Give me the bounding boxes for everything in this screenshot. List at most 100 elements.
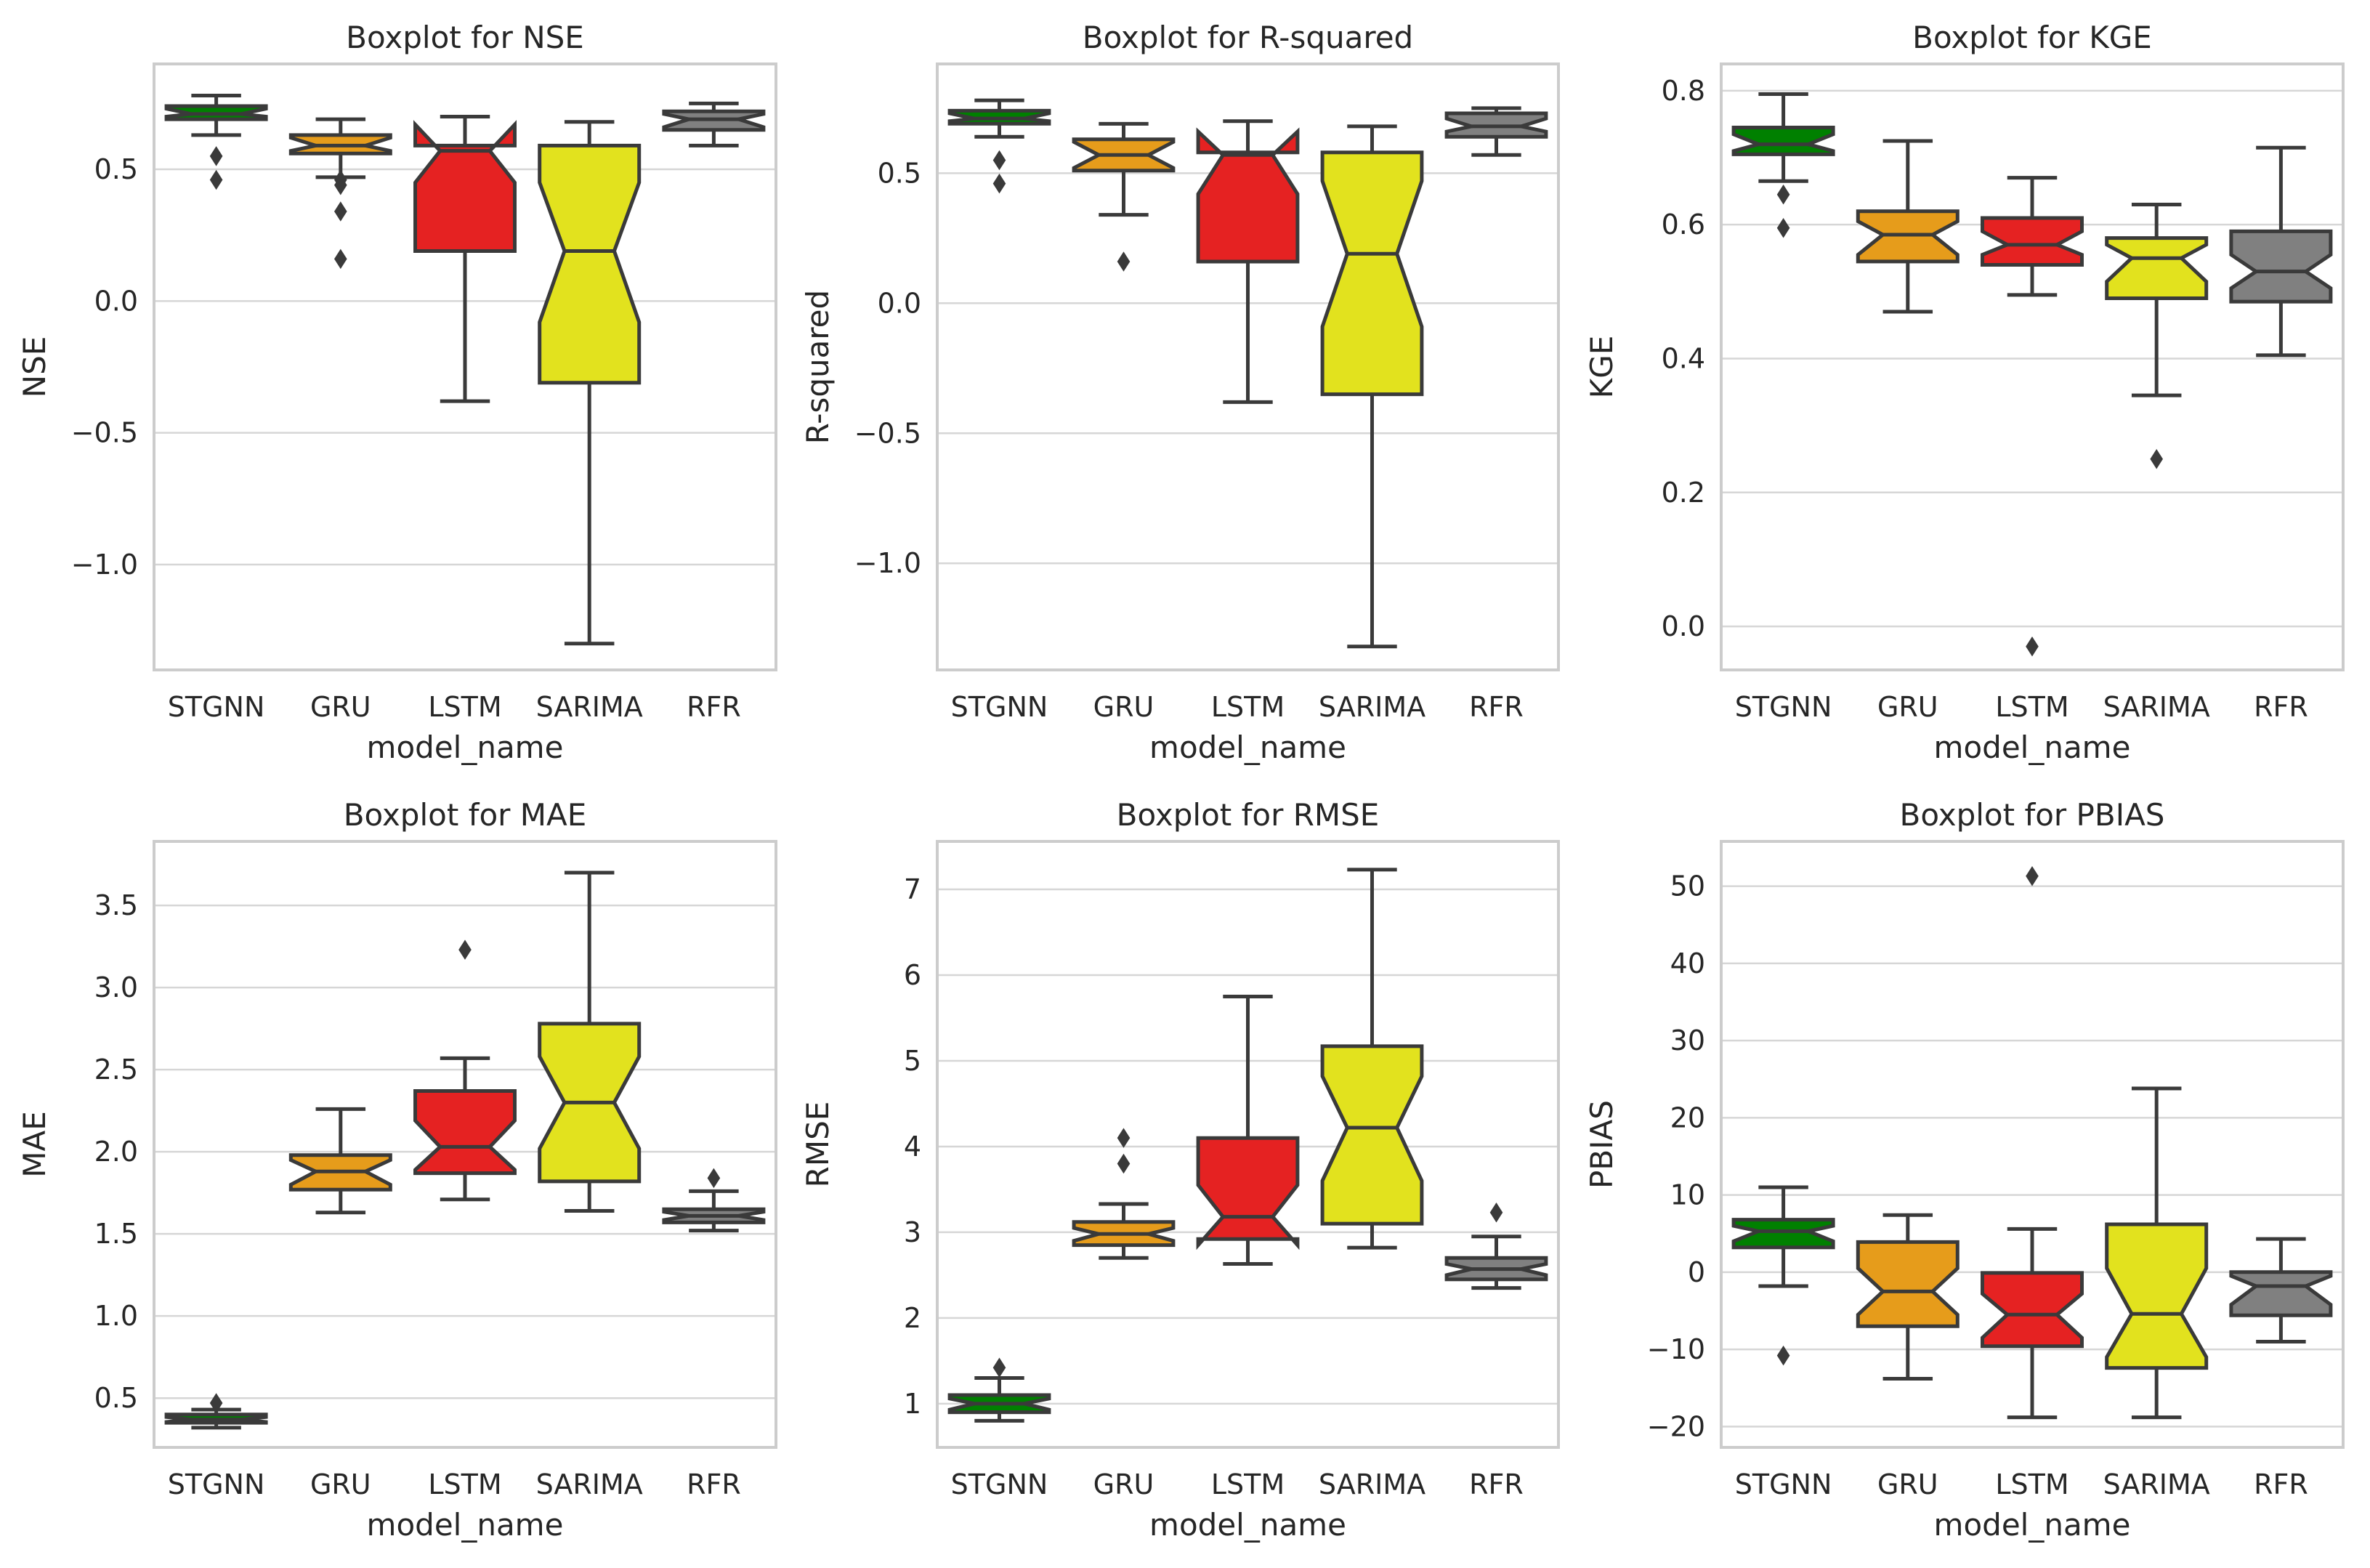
chart-title: Boxplot for KGE — [1912, 20, 2152, 55]
plot-frame — [936, 62, 1560, 671]
box-body — [2105, 1222, 2209, 1370]
y-tick-label: 2 — [904, 1302, 921, 1334]
y-tick-label: −0.5 — [854, 417, 921, 449]
box-sarima — [2105, 203, 2209, 469]
y-axis-label: R-squared — [800, 290, 836, 444]
box-lstm — [413, 115, 517, 403]
box-lstm — [1196, 119, 1300, 404]
outlier-point — [2026, 636, 2039, 657]
x-tick-label: GRU — [310, 1468, 371, 1500]
x-tick-label: LSTM — [428, 691, 501, 723]
y-tick-label: 0.0 — [878, 287, 921, 319]
x-axis-label: model_name — [367, 730, 564, 765]
x-tick-label: GRU — [1093, 691, 1154, 723]
outlier-point — [1117, 251, 1131, 272]
y-tick-label: −10 — [1647, 1333, 1705, 1365]
y-axis-label: PBIAS — [1584, 1100, 1619, 1189]
x-tick-label: RFR — [1469, 691, 1524, 723]
x-tick-label: STGNN — [168, 1468, 265, 1500]
outlier-point — [334, 248, 347, 270]
outlier-point — [209, 146, 223, 166]
y-axis-label: NSE — [17, 336, 52, 398]
box-body — [1320, 150, 1424, 397]
box-gru — [288, 117, 392, 270]
y-tick-label: 2.5 — [94, 1054, 138, 1086]
y-axis-label: KGE — [1584, 336, 1619, 399]
chart-title: Boxplot for PBIAS — [1900, 797, 2165, 833]
outlier-point — [209, 1393, 223, 1413]
chart-title: Boxplot for RMSE — [1117, 797, 1380, 833]
box-gru — [1856, 139, 1960, 314]
outlier-point — [1776, 184, 1790, 205]
box-sarima — [1320, 124, 1424, 649]
y-tick-label: 30 — [1670, 1025, 1705, 1056]
y-tick-label: −1.0 — [854, 547, 921, 579]
box-stgnn — [947, 98, 1051, 194]
box-stgnn — [1731, 1185, 1835, 1366]
outlier-point — [458, 939, 472, 960]
x-tick-label: STGNN — [951, 1468, 1048, 1500]
box-body — [413, 120, 517, 253]
box-stgnn — [164, 94, 268, 190]
x-tick-label: RFR — [1469, 1468, 1524, 1500]
box-stgnn — [947, 1357, 1051, 1423]
outlier-point — [992, 173, 1006, 194]
y-tick-label: 0.8 — [1662, 75, 1705, 107]
x-axis-label: model_name — [1149, 730, 1346, 765]
outlier-point — [2026, 866, 2039, 886]
box-gru — [1856, 1213, 1960, 1381]
box-sarima — [538, 120, 642, 646]
plot-frame — [1720, 840, 2345, 1449]
y-tick-label: 40 — [1670, 947, 1705, 979]
y-tick-label: 5 — [904, 1045, 921, 1077]
y-tick-label: 3 — [904, 1216, 921, 1248]
y-tick-label: 0 — [1688, 1256, 1705, 1288]
y-tick-label: 6 — [904, 959, 921, 991]
box-body — [2229, 1270, 2333, 1317]
x-tick-label: SARIMA — [1319, 691, 1425, 723]
x-tick-label: STGNN — [951, 691, 1048, 723]
box-body — [1856, 1240, 1960, 1328]
x-tick-label: STGNN — [1735, 1468, 1832, 1500]
box-body — [413, 1089, 517, 1176]
x-tick-label: STGNN — [1735, 691, 1832, 723]
x-axis-label: model_name — [1934, 1507, 2131, 1543]
outlier-point — [334, 175, 347, 195]
box-body — [1320, 1044, 1424, 1226]
box-lstm — [413, 939, 517, 1202]
plot-frame — [153, 840, 777, 1449]
box-rfr — [2229, 145, 2333, 357]
y-tick-label: 3.0 — [94, 971, 138, 1003]
x-tick-label: SARIMA — [2103, 691, 2210, 723]
y-tick-label: 0.6 — [1662, 209, 1705, 241]
box-rfr — [662, 1168, 766, 1233]
y-tick-label: 1.0 — [94, 1300, 138, 1332]
outlier-point — [1117, 1128, 1131, 1148]
y-tick-label: 0.2 — [1662, 477, 1705, 509]
x-tick-label: GRU — [1093, 1468, 1154, 1500]
box-body — [2105, 236, 2209, 300]
box-gru — [1072, 1128, 1176, 1260]
box-stgnn — [1731, 92, 1835, 238]
y-tick-label: 4 — [904, 1131, 921, 1163]
chart-title: Boxplot for MAE — [344, 797, 587, 833]
box-body — [2229, 229, 2333, 304]
x-axis-label: model_name — [1934, 730, 2131, 765]
x-tick-label: SARIMA — [536, 691, 643, 723]
plot-frame — [153, 62, 777, 671]
y-tick-label: 1.5 — [94, 1218, 138, 1250]
outlier-point — [209, 169, 223, 190]
x-tick-label: SARIMA — [1319, 1468, 1425, 1500]
x-axis-label: model_name — [1149, 1507, 1346, 1543]
x-tick-label: LSTM — [1211, 1468, 1285, 1500]
x-tick-label: LSTM — [1211, 691, 1285, 723]
panel-nse: −1.0 −0.5 0.0 0.5 STGNN GRU LSTM SARIMA RFR model… — [17, 20, 777, 765]
panel-kge: 0.0 0.2 0.4 0.6 0.8 STGNN GRU LSTM SARIMA RFR mode… — [1584, 20, 2345, 765]
plot-frame — [1720, 62, 2345, 671]
box-rfr — [1444, 106, 1548, 157]
y-axis-label: MAE — [17, 1111, 52, 1178]
box-body — [1731, 1218, 1835, 1250]
box-sarima — [538, 870, 642, 1213]
y-tick-label: 0.0 — [94, 285, 138, 317]
